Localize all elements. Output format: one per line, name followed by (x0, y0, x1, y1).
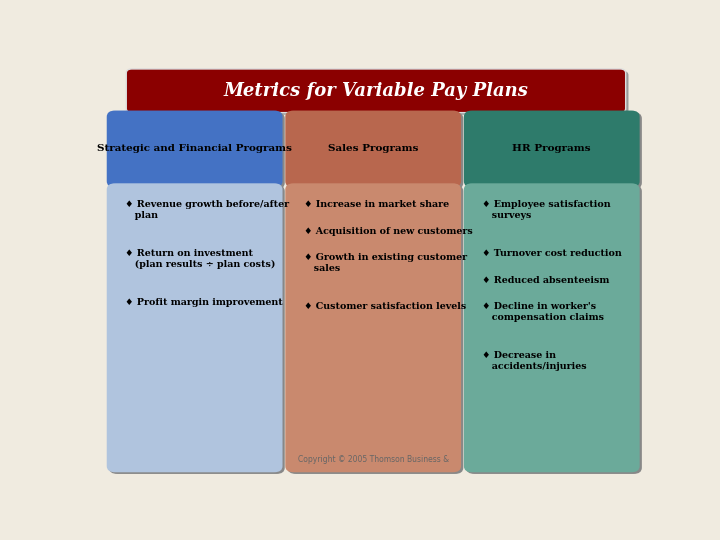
Text: ♦ Employee satisfaction
   surveys: ♦ Employee satisfaction surveys (482, 200, 611, 220)
FancyBboxPatch shape (285, 183, 461, 472)
Text: ♦ Decrease in
   accidents/injuries: ♦ Decrease in accidents/injuries (482, 352, 587, 372)
Text: ♦ Customer satisfaction levels: ♦ Customer satisfaction levels (304, 302, 466, 311)
Text: Metrics for Variable Pay Plans: Metrics for Variable Pay Plans (223, 82, 528, 100)
Text: ♦ Growth in existing customer
   sales: ♦ Growth in existing customer sales (304, 253, 467, 273)
Text: ♦ Revenue growth before/after
   plan: ♦ Revenue growth before/after plan (125, 200, 289, 220)
FancyBboxPatch shape (285, 111, 461, 187)
FancyBboxPatch shape (464, 111, 639, 187)
FancyBboxPatch shape (107, 111, 282, 187)
FancyBboxPatch shape (466, 112, 642, 189)
FancyBboxPatch shape (109, 112, 284, 189)
Text: ♦ Return on investment
   (plan results ÷ plan costs): ♦ Return on investment (plan results ÷ p… (125, 249, 276, 269)
FancyBboxPatch shape (466, 185, 642, 474)
Text: Copyright © 2005 Thomson Business &: Copyright © 2005 Thomson Business & (297, 455, 449, 464)
FancyBboxPatch shape (107, 183, 282, 472)
FancyBboxPatch shape (109, 185, 284, 474)
Text: Strategic and Financial Programs: Strategic and Financial Programs (97, 145, 292, 153)
FancyBboxPatch shape (287, 112, 463, 189)
Text: ♦ Reduced absenteeism: ♦ Reduced absenteeism (482, 275, 610, 285)
Text: ♦ Turnover cost reduction: ♦ Turnover cost reduction (482, 249, 622, 258)
Text: ♦ Increase in market share: ♦ Increase in market share (304, 200, 449, 209)
Text: Sales Programs: Sales Programs (328, 145, 418, 153)
Text: ♦ Acquisition of new customers: ♦ Acquisition of new customers (304, 227, 472, 235)
Text: ♦ Decline in worker's
   compensation claims: ♦ Decline in worker's compensation claim… (482, 302, 604, 322)
FancyBboxPatch shape (464, 183, 639, 472)
FancyBboxPatch shape (129, 71, 629, 114)
Text: HR Programs: HR Programs (513, 145, 591, 153)
Text: ♦ Profit margin improvement: ♦ Profit margin improvement (125, 298, 283, 307)
FancyBboxPatch shape (126, 69, 626, 113)
FancyBboxPatch shape (287, 185, 463, 474)
